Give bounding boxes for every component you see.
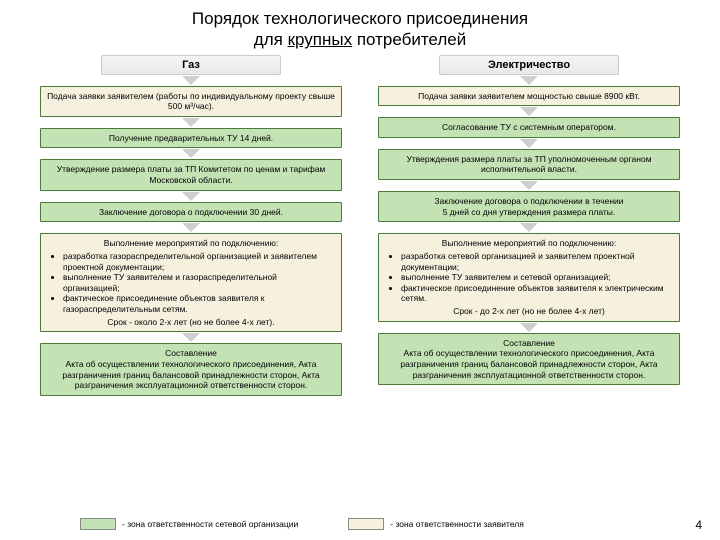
gas-step-4: Заключение договора о подключении 30 дне… [40, 202, 342, 223]
arrow-icon [520, 76, 538, 85]
arrow-icon [182, 76, 200, 85]
arrow-icon [182, 333, 200, 342]
arrow-icon [182, 223, 200, 232]
page-number: 4 [695, 518, 702, 532]
elec-step-4: Заключение договора о подключении в тече… [378, 191, 680, 222]
column-electricity: Электричество Подача заявки заявителем м… [378, 55, 680, 396]
title-line-1: Порядок технологического присоединения [192, 9, 528, 28]
arrow-icon [520, 139, 538, 148]
gas-step-5-tail: Срок - около 2-х лет (но не более 4-х ле… [49, 317, 333, 328]
list-item: выполнение ТУ заявителем и сетевой орган… [401, 272, 671, 283]
title-underlined: крупных [288, 30, 353, 49]
list-item: выполнение ТУ заявителем и газораспредел… [63, 272, 333, 293]
legend-net-org: - зона ответственности сетевой организац… [80, 518, 298, 530]
elec-header: Электричество [439, 55, 619, 75]
elec-step-5-lead: Выполнение мероприятий по подключению: [387, 238, 671, 249]
elec-step-5: Выполнение мероприятий по подключению: р… [378, 233, 680, 321]
legend-app-label: - зона ответственности заявителя [390, 519, 524, 529]
gas-step-3: Утверждение размера платы за ТП Комитето… [40, 159, 342, 190]
list-item: разработка газораспределительной организ… [63, 251, 333, 272]
elec-step-6: Составление Акта об осуществлении технол… [378, 333, 680, 386]
arrow-icon [182, 192, 200, 201]
gas-header: Газ [101, 55, 281, 75]
title-line-2b: потребителей [352, 30, 466, 49]
elec-step-3: Утверждения размера платы за ТП уполномо… [378, 149, 680, 180]
column-gas: Газ Подача заявки заявителем (работы по … [40, 55, 342, 396]
arrow-icon [520, 323, 538, 332]
list-item: фактическое присоединение объектов заяви… [401, 283, 671, 304]
list-item: разработка сетевой организацией и заявит… [401, 251, 671, 272]
legend: - зона ответственности сетевой организац… [80, 518, 524, 530]
elec-step-5-tail: Срок - до 2-х лет (но не более 4-х лет) [387, 306, 671, 317]
legend-applicant: - зона ответственности заявителя [348, 518, 524, 530]
gas-step-2: Получение предварительных ТУ 14 дней. [40, 128, 342, 149]
legend-swatch-green [80, 518, 116, 530]
arrow-icon [520, 181, 538, 190]
gas-step-5: Выполнение мероприятий по подключению: р… [40, 233, 342, 332]
list-item: фактическое присоединение объектов заяви… [63, 293, 333, 314]
elec-step-2: Согласование ТУ с системным оператором. [378, 117, 680, 138]
title-line-2a: для [254, 30, 288, 49]
arrow-icon [182, 118, 200, 127]
gas-step-1: Подача заявки заявителем (работы по инди… [40, 86, 342, 117]
gas-step-6: Составление Акта об осуществлении технол… [40, 343, 342, 396]
legend-net-label: - зона ответственности сетевой организац… [122, 519, 298, 529]
flow-columns: Газ Подача заявки заявителем (работы по … [0, 55, 720, 396]
arrow-icon [182, 149, 200, 158]
elec-step-5-list: разработка сетевой организацией и заявит… [387, 251, 671, 304]
arrow-icon [520, 223, 538, 232]
legend-swatch-beige [348, 518, 384, 530]
elec-step-1: Подача заявки заявителем мощностью свыше… [378, 86, 680, 107]
slide-title: Порядок технологического присоединения д… [0, 0, 720, 55]
arrow-icon [520, 107, 538, 116]
gas-step-5-lead: Выполнение мероприятий по подключению: [49, 238, 333, 249]
gas-step-5-list: разработка газораспределительной организ… [49, 251, 333, 315]
